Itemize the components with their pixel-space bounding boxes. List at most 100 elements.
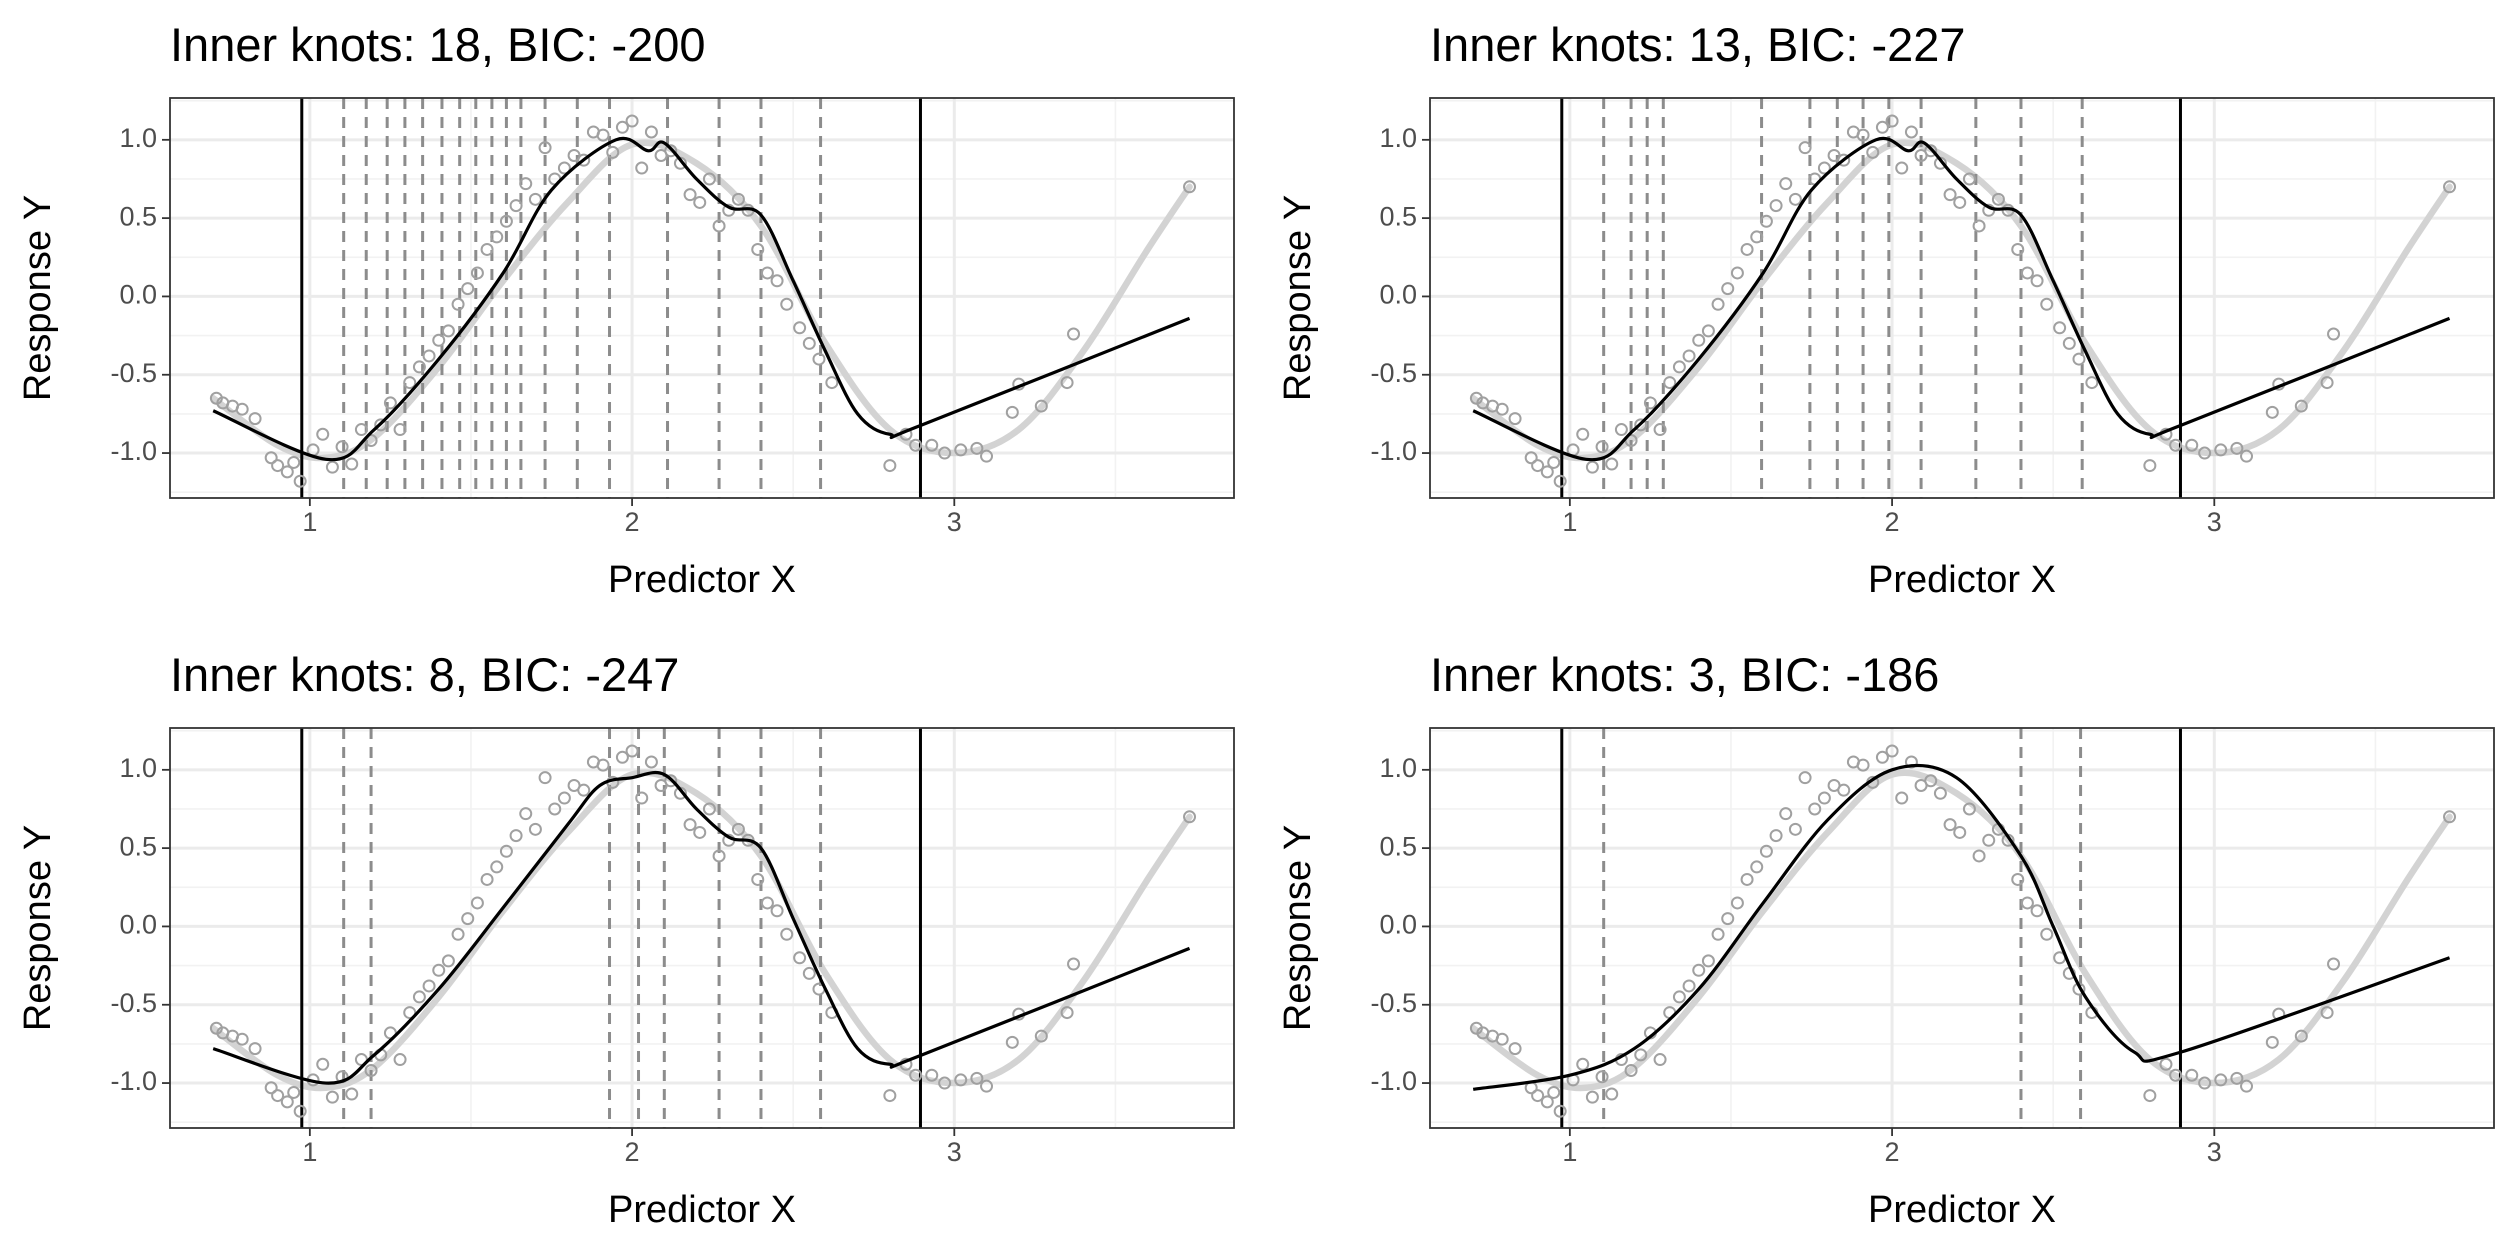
- fit-curve: [1472, 136, 2451, 462]
- data-point: [970, 441, 984, 455]
- data-point: [2030, 274, 2044, 288]
- data-point: [412, 990, 426, 1004]
- x-tick-label: 2: [625, 1137, 640, 1167]
- data-point: [1895, 791, 1909, 805]
- panel-title: Inner knots: 18, BIC: -200: [170, 18, 706, 71]
- data-point: [393, 1053, 407, 1067]
- x-tick-label: 1: [1562, 507, 1577, 537]
- data-point: [248, 1042, 262, 1056]
- data-point: [2143, 459, 2157, 473]
- data-point: [1524, 451, 1538, 465]
- data-point: [364, 1064, 378, 1078]
- y-tick-label: -1.0: [1370, 1066, 1417, 1096]
- data-point: [412, 360, 426, 374]
- data-point: [1605, 1087, 1619, 1101]
- data-point: [2265, 1035, 2279, 1049]
- data-point: [1060, 1006, 1074, 1020]
- panel-border: [169, 97, 1235, 499]
- data-point: [528, 192, 542, 206]
- data-point: [1875, 750, 1889, 764]
- data-point: [1682, 979, 1696, 993]
- x-tick-label: 1: [302, 507, 317, 537]
- y-axis-title: Response Y: [17, 195, 59, 401]
- x-axis-title: Predictor X: [1868, 559, 2056, 601]
- data-point: [1837, 783, 1851, 797]
- data-point: [702, 172, 716, 186]
- panel-border: [1429, 727, 2495, 1129]
- data-point: [2062, 336, 2076, 350]
- data-point: [1943, 188, 1957, 202]
- plot-area: [170, 728, 1234, 1128]
- data-point: [2214, 1073, 2228, 1087]
- data-point: [1904, 755, 1918, 769]
- data-point: [1531, 1089, 1545, 1103]
- data-point: [2030, 904, 2044, 918]
- data-point: [1553, 474, 1567, 488]
- data-point: [432, 963, 446, 977]
- data-point: [557, 791, 571, 805]
- data-point: [1837, 153, 1851, 167]
- x-axis-title: Predictor X: [608, 1189, 796, 1231]
- data-point: [1759, 214, 1773, 228]
- panel-border: [169, 727, 1235, 1129]
- panel: 1 2 3 -1.0 -0.5 0.0 0.5 1.0 Predictor X Response …: [1277, 18, 2495, 601]
- data-point: [760, 266, 774, 280]
- data-point: [1808, 802, 1822, 816]
- data-point: [1067, 957, 1081, 971]
- data-point: [1495, 1032, 1509, 1046]
- data-point: [1508, 1042, 1522, 1056]
- data-point: [702, 802, 716, 816]
- data-point: [335, 440, 349, 454]
- data-point: [271, 459, 285, 473]
- data-point: [470, 266, 484, 280]
- data-point: [2053, 321, 2067, 335]
- plot-background: [1430, 728, 2494, 1128]
- data-point: [2040, 927, 2054, 941]
- data-point: [1634, 1048, 1648, 1062]
- data-point: [2143, 1089, 2157, 1103]
- panel-title: Inner knots: 8, BIC: -247: [170, 648, 679, 701]
- data-point: [374, 418, 388, 432]
- data-point: [644, 755, 658, 769]
- data-point: [938, 1076, 952, 1090]
- data-point: [519, 177, 533, 191]
- data-point: [345, 457, 359, 471]
- data-point: [1547, 1085, 1561, 1099]
- data-point: [470, 896, 484, 910]
- data-point: [2185, 438, 2199, 452]
- data-point: [644, 125, 658, 139]
- data-point: [393, 423, 407, 437]
- fit-curve: [212, 136, 1191, 462]
- data-point: [2072, 352, 2086, 366]
- data-point: [519, 807, 533, 821]
- data-point: [461, 912, 475, 926]
- data-point: [2327, 957, 2341, 971]
- data-point: [1682, 349, 1696, 363]
- y-tick-label: 1.0: [1379, 753, 1417, 783]
- data-point: [2040, 297, 2054, 311]
- data-point: [325, 1090, 339, 1104]
- fit-curve: [212, 770, 1191, 1085]
- data-point: [925, 1068, 939, 1082]
- data-point: [615, 120, 629, 134]
- data-point: [793, 321, 807, 335]
- data-point: [970, 1071, 984, 1085]
- data-point: [1962, 802, 1976, 816]
- data-point: [635, 161, 649, 175]
- y-tick-label: 0.5: [1379, 201, 1417, 231]
- data-point: [1711, 927, 1725, 941]
- data-point: [1817, 161, 1831, 175]
- data-point: [1856, 758, 1870, 772]
- data-point: [2443, 180, 2457, 194]
- data-point: [731, 192, 745, 206]
- data-point: [451, 927, 465, 941]
- data-point: [1779, 807, 1793, 821]
- data-point: [316, 427, 330, 441]
- data-point: [287, 1085, 301, 1099]
- data-point: [1183, 810, 1197, 824]
- data-point: [883, 1089, 897, 1103]
- data-point: [615, 750, 629, 764]
- y-tick-label: -1.0: [110, 436, 157, 466]
- data-point: [354, 423, 368, 437]
